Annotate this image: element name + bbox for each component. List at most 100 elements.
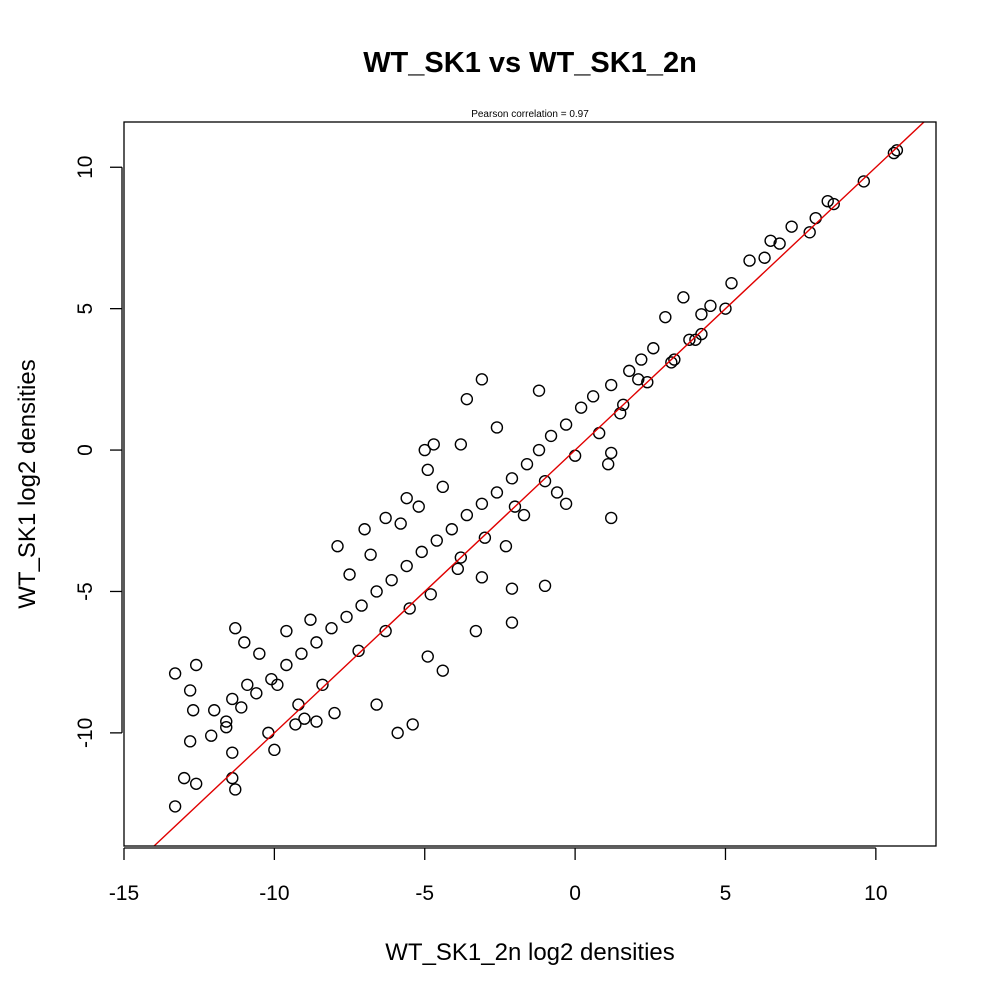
data-point — [475, 373, 489, 386]
data-point — [415, 545, 428, 559]
data-point — [229, 622, 242, 635]
data-point — [659, 310, 672, 324]
data-point — [635, 353, 648, 366]
data-point — [574, 401, 588, 414]
data-point — [803, 226, 816, 239]
x-tick-label: 5 — [720, 882, 732, 905]
data-point — [559, 418, 573, 431]
data-point — [436, 664, 449, 677]
data-point — [331, 540, 344, 553]
data-point — [364, 548, 377, 561]
data-point — [520, 458, 534, 471]
data-point — [617, 398, 630, 412]
data-point — [505, 472, 519, 485]
data-point — [385, 573, 398, 587]
x-tick-label: 10 — [864, 882, 887, 905]
data-point — [220, 715, 233, 728]
chart-subtitle: Pearson correlation = 0.97 — [471, 109, 589, 120]
data-point — [605, 511, 618, 525]
data-point — [460, 508, 474, 522]
data-point — [358, 523, 371, 536]
data-point — [890, 144, 904, 157]
y-tick-label: -10 — [74, 718, 97, 748]
data-point — [559, 497, 573, 510]
data-point — [623, 364, 636, 378]
data-point — [704, 299, 717, 313]
data-point — [325, 622, 338, 635]
data-point — [668, 353, 681, 366]
data-point — [887, 146, 901, 160]
y-axis-label: WT_SK1 log2 densities — [14, 359, 41, 608]
x-tick-label: 0 — [569, 882, 581, 905]
data-point — [490, 486, 504, 499]
data-point — [719, 302, 732, 315]
data-point — [758, 251, 771, 264]
y-tick-label: 5 — [74, 303, 97, 315]
data-point — [189, 658, 203, 672]
data-point — [475, 497, 489, 510]
data-point — [379, 511, 392, 525]
x-tick-label: -5 — [415, 882, 434, 905]
data-point — [189, 777, 203, 790]
data-point — [478, 531, 492, 544]
data-point — [469, 624, 483, 638]
data-point — [592, 426, 606, 440]
data-point — [538, 474, 552, 488]
data-point — [773, 237, 786, 250]
data-point — [683, 333, 696, 346]
x-axis-label: WT_SK1_2n log2 densities — [385, 939, 675, 966]
data-point — [168, 800, 182, 813]
data-point — [310, 636, 323, 649]
data-point — [460, 392, 474, 406]
data-point — [280, 624, 293, 638]
data-point — [785, 220, 798, 233]
data-point — [454, 551, 468, 564]
data-point — [725, 277, 738, 290]
data-point — [304, 613, 317, 626]
data-point — [601, 458, 615, 471]
data-point — [403, 602, 416, 615]
data-point — [568, 449, 582, 462]
data-point — [827, 197, 840, 211]
data-points — [168, 144, 904, 813]
data-point — [586, 390, 600, 403]
data-point — [310, 715, 323, 728]
data-point — [328, 706, 341, 720]
data-point — [352, 644, 365, 658]
data-point — [355, 599, 368, 612]
x-tick-label: -15 — [109, 882, 139, 905]
data-point — [168, 667, 182, 680]
data-point — [632, 373, 645, 386]
data-point — [689, 333, 702, 346]
data-point — [394, 517, 407, 530]
data-point — [370, 585, 383, 598]
data-point — [451, 562, 465, 576]
data-point — [229, 783, 242, 796]
data-point — [550, 486, 564, 499]
data-point — [250, 687, 263, 700]
data-point — [605, 446, 618, 460]
data-point — [235, 701, 248, 714]
data-point — [764, 234, 777, 247]
data-point — [183, 684, 197, 697]
data-point — [412, 500, 425, 513]
data-point — [508, 500, 522, 513]
data-point — [544, 429, 558, 443]
plot-content — [153, 122, 925, 846]
data-point — [400, 491, 413, 505]
data-point — [499, 540, 513, 553]
data-point — [424, 588, 437, 601]
data-point — [695, 308, 708, 321]
data-point — [186, 704, 200, 717]
data-point — [226, 771, 239, 785]
data-point — [271, 678, 284, 691]
y-tick-label: -5 — [74, 582, 97, 601]
data-point — [262, 726, 275, 740]
data-point — [343, 568, 356, 581]
x-tick-label: -10 — [259, 882, 289, 905]
data-point — [454, 438, 468, 451]
data-point — [289, 718, 302, 731]
data-point — [677, 291, 690, 304]
